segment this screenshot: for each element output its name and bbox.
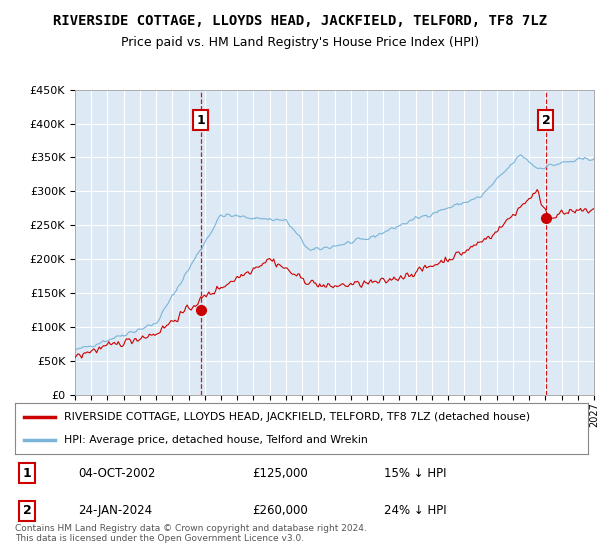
Text: Price paid vs. HM Land Registry's House Price Index (HPI): Price paid vs. HM Land Registry's House …: [121, 36, 479, 49]
Text: 2: 2: [542, 114, 550, 127]
Text: 24-JAN-2024: 24-JAN-2024: [78, 504, 152, 517]
Text: £260,000: £260,000: [252, 504, 308, 517]
Text: 24% ↓ HPI: 24% ↓ HPI: [384, 504, 446, 517]
Text: 1: 1: [196, 114, 205, 127]
Text: Contains HM Land Registry data © Crown copyright and database right 2024.
This d: Contains HM Land Registry data © Crown c…: [15, 524, 367, 543]
Text: RIVERSIDE COTTAGE, LLOYDS HEAD, JACKFIELD, TELFORD, TF8 7LZ: RIVERSIDE COTTAGE, LLOYDS HEAD, JACKFIEL…: [53, 14, 547, 28]
Text: HPI: Average price, detached house, Telford and Wrekin: HPI: Average price, detached house, Telf…: [64, 435, 367, 445]
Text: £125,000: £125,000: [252, 466, 308, 480]
Text: 2: 2: [23, 504, 31, 517]
Text: 1: 1: [23, 466, 31, 480]
Text: 15% ↓ HPI: 15% ↓ HPI: [384, 466, 446, 480]
Text: RIVERSIDE COTTAGE, LLOYDS HEAD, JACKFIELD, TELFORD, TF8 7LZ (detached house): RIVERSIDE COTTAGE, LLOYDS HEAD, JACKFIEL…: [64, 412, 530, 422]
Text: 04-OCT-2002: 04-OCT-2002: [78, 466, 155, 480]
